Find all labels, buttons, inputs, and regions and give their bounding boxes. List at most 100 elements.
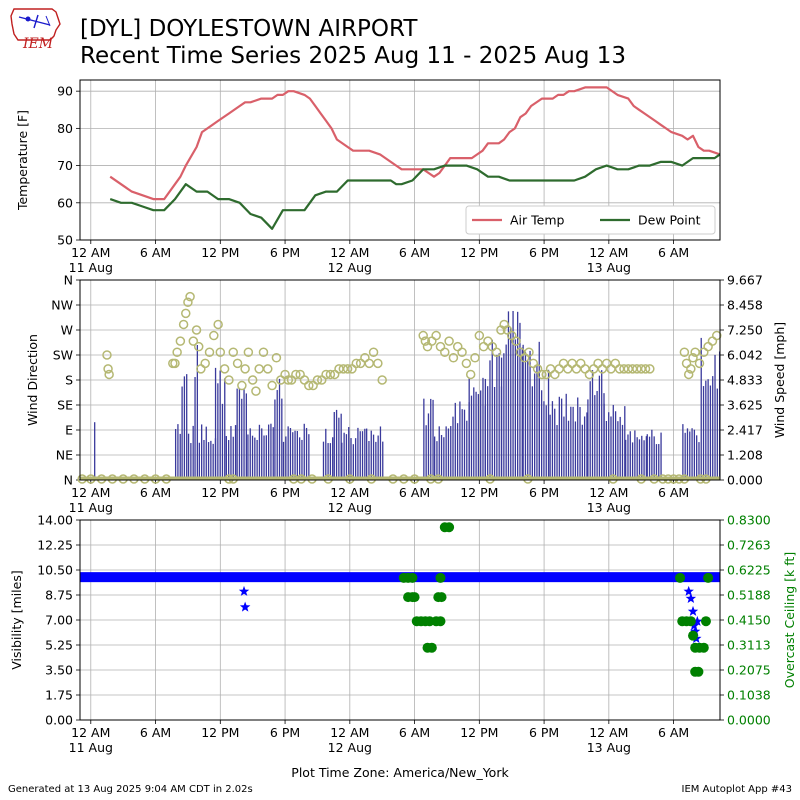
- wind-speed-bar: [270, 423, 272, 480]
- wind-speed-bar: [225, 436, 227, 480]
- wind-speed-bar: [335, 409, 338, 480]
- ceiling-point: [700, 616, 711, 627]
- y2-tick-label-ceiling: 0.6225: [727, 563, 771, 578]
- wind-speed-bar: [294, 430, 296, 480]
- wind-speed-bar: [174, 428, 177, 480]
- visibility-point: [239, 601, 251, 612]
- wind-speed-bar: [491, 339, 493, 480]
- wind-speed-bar: [696, 435, 698, 480]
- wind-speed-bar: [536, 365, 538, 480]
- wind-speed-bar: [230, 426, 232, 480]
- wind-direction-point: [200, 358, 210, 369]
- x-tick-label: 6 PM: [529, 245, 559, 260]
- ceiling-point: [688, 630, 699, 641]
- wind-speed-bar: [433, 436, 436, 480]
- wind-direction-point: [431, 330, 441, 341]
- wind-direction-point: [537, 369, 547, 380]
- iem-logo: IEM: [10, 8, 61, 50]
- wind-speed-bar: [238, 388, 241, 480]
- x-tick-label: 6 PM: [270, 485, 300, 500]
- wind-direction-point: [640, 364, 651, 374]
- wind-speed-bar: [521, 347, 523, 480]
- wind-speed-bar: [329, 443, 332, 480]
- wind-direction-point: [258, 347, 269, 357]
- wind-speed-bar: [219, 370, 221, 480]
- y-tick-label: 80: [57, 121, 73, 136]
- wind-speed-bar: [274, 399, 276, 480]
- x-tick-label: 6 PM: [270, 245, 300, 260]
- x-tick-label: 12 PM: [460, 245, 498, 260]
- wind-speed-bar: [519, 322, 521, 480]
- wind-direction-point: [193, 341, 204, 352]
- wind-speed-bar: [372, 434, 375, 480]
- wind-speed-bar: [224, 378, 226, 480]
- wind-speed-bar: [452, 416, 454, 480]
- wind-direction-point: [550, 369, 560, 380]
- y2-tick-label-speed: 0.000: [727, 473, 763, 488]
- wind-speed-bar: [605, 420, 608, 480]
- wind-speed-bar: [705, 380, 707, 480]
- wind-direction-point: [688, 353, 698, 363]
- wind-speed-bar: [655, 444, 658, 480]
- generated-note: Generated at 13 Aug 2025 9:04 AM CDT in …: [8, 784, 253, 795]
- wind-speed-bar: [514, 339, 517, 480]
- x-tick-date-label: 12 Aug: [328, 740, 372, 755]
- wind-speed-bar: [498, 353, 500, 480]
- wind-speed-bar: [545, 405, 547, 480]
- wind-speed-bar: [503, 353, 505, 480]
- wind-speed-bar: [598, 375, 601, 480]
- wind-speed-bar: [261, 428, 263, 480]
- wind-direction-point: [418, 330, 428, 341]
- x-tick-label: 12 AM: [589, 725, 628, 740]
- wind-direction-point: [251, 386, 261, 396]
- x-tick-label: 6 AM: [140, 245, 171, 260]
- y2-axis-title-speed: Wind Speed [mph]: [772, 322, 787, 438]
- wind-direction-point: [444, 336, 454, 346]
- wind-speed-bar: [236, 388, 238, 480]
- wind-speed-bar: [265, 435, 267, 480]
- wind-speed-bar: [487, 386, 489, 480]
- wind-speed-bar: [345, 434, 348, 480]
- wind-speed-bar: [463, 409, 466, 480]
- wind-direction-point: [178, 319, 189, 330]
- y2-tick-label-speed: 3.625: [727, 398, 763, 413]
- x-tick-date-label: 11 Aug: [69, 260, 113, 275]
- wind-direction-point: [593, 358, 603, 369]
- y-axis-title-visibility: Visibility [miles]: [9, 570, 24, 669]
- x-axis-title: Plot Time Zone: America/New_York: [291, 765, 509, 780]
- visibility-point: [692, 615, 703, 626]
- wind-speed-bar: [554, 408, 556, 480]
- x-tick-label: 12 AM: [330, 485, 369, 500]
- wind-speed-bar: [702, 386, 705, 480]
- wind-speed-bar: [549, 414, 551, 480]
- wind-speed-bar: [285, 436, 287, 480]
- wind-speed-bar: [634, 430, 636, 480]
- wind-direction-point: [554, 364, 564, 374]
- wind-direction-point: [368, 347, 379, 357]
- wind-speed-bar: [245, 393, 247, 480]
- wind-speed-bar: [263, 435, 265, 480]
- x-tick-label: 6 PM: [529, 485, 559, 500]
- wind-speed-bar: [364, 428, 366, 480]
- y-tick-label-visibility: 0.00: [45, 713, 73, 728]
- wind-speed-bar: [507, 311, 510, 480]
- wind-speed-bar: [468, 378, 470, 480]
- wind-speed-bar: [556, 425, 558, 480]
- x-tick-date-label: 11 Aug: [69, 740, 113, 755]
- x-tick-label: 12 AM: [71, 245, 110, 260]
- y-tick-label-visibility: 14.00: [37, 513, 73, 528]
- wind-speed-bar: [322, 441, 325, 480]
- x-tick-label: 12 AM: [330, 725, 369, 740]
- dew-point-line: [109, 153, 721, 230]
- wind-speed-bar: [529, 350, 531, 480]
- wind-speed-bar: [357, 427, 359, 480]
- ceiling-point: [685, 616, 696, 627]
- panel-frame: [79, 519, 721, 721]
- x-tick-date-label: 13 Aug: [587, 260, 631, 275]
- legend-label-dew-point: Dew Point: [638, 213, 701, 228]
- y-tick-label-direction: N: [64, 273, 73, 288]
- wind-direction-point: [240, 364, 250, 374]
- wind-speed-bar: [361, 431, 364, 480]
- wind-speed-bar: [212, 443, 214, 480]
- wind-direction-point: [571, 364, 582, 374]
